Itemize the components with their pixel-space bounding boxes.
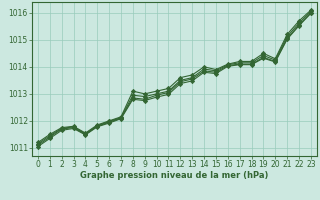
X-axis label: Graphe pression niveau de la mer (hPa): Graphe pression niveau de la mer (hPa)	[80, 171, 268, 180]
